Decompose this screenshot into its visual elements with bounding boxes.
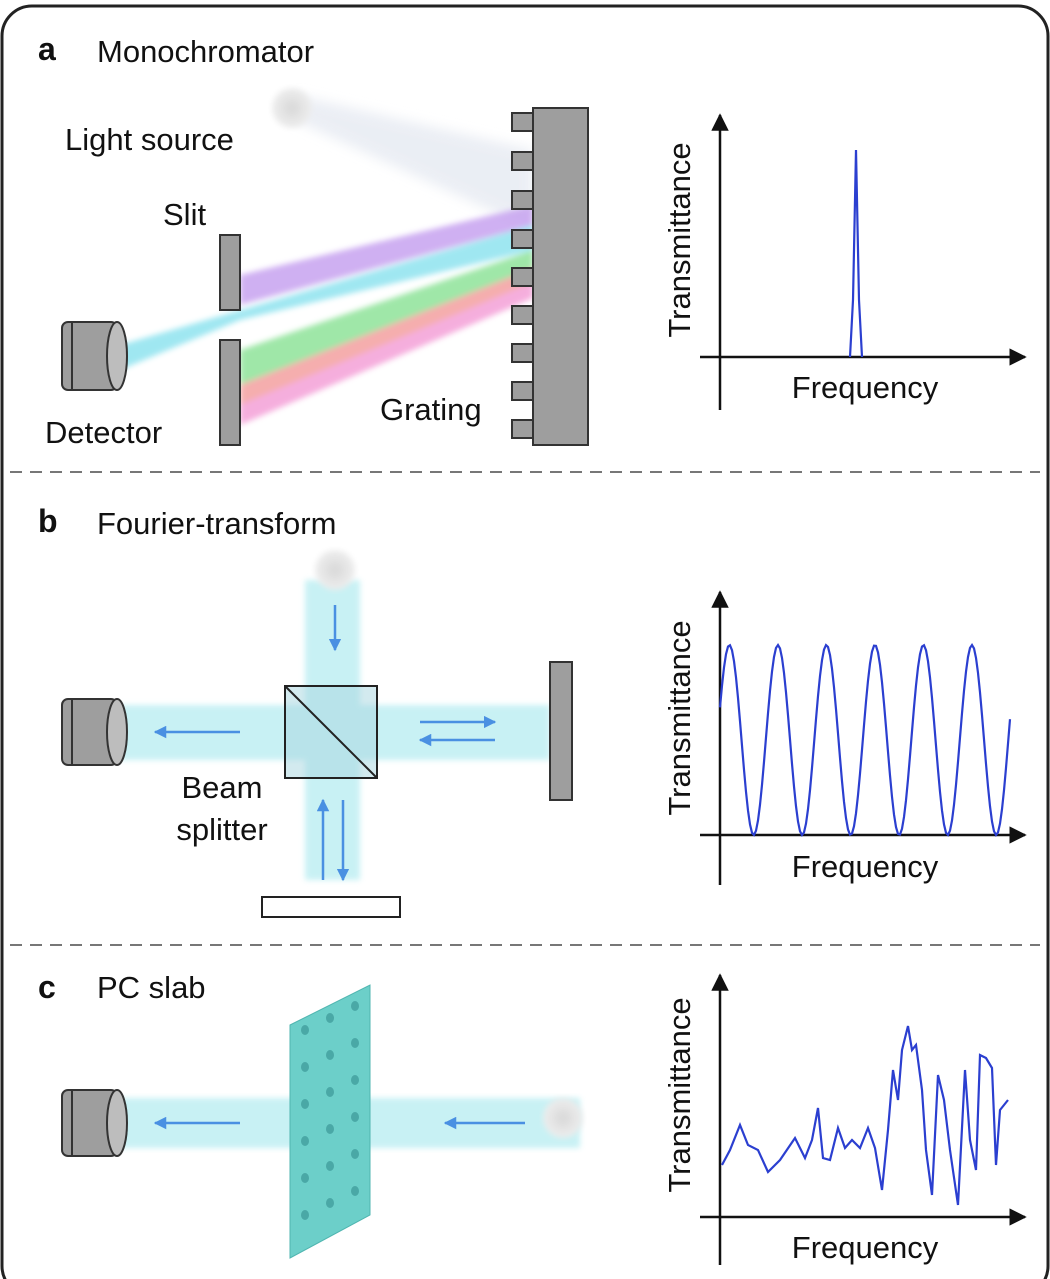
- hole: [351, 1149, 359, 1159]
- hole: [301, 1136, 309, 1146]
- mirror: [550, 662, 572, 800]
- y-axis-label: Transmittance: [662, 620, 697, 815]
- hole: [301, 1173, 309, 1183]
- label: Detector: [45, 415, 162, 450]
- hole: [351, 1186, 359, 1196]
- diagram: a Monochromator Light source Slit Detect…: [0, 0, 1050, 1279]
- hole: [351, 1038, 359, 1048]
- label: Grating: [380, 392, 482, 427]
- hole: [326, 1013, 334, 1023]
- hole: [301, 1025, 309, 1035]
- hole: [326, 1198, 334, 1208]
- mirror: [262, 897, 400, 917]
- hole: [326, 1050, 334, 1060]
- slit: [220, 235, 240, 310]
- y-axis-label: Transmittance: [662, 142, 697, 337]
- slit: [220, 340, 240, 445]
- hole: [351, 1075, 359, 1085]
- hole: [301, 1062, 309, 1072]
- x-axis-label: Frequency: [792, 370, 939, 405]
- label: Beam: [182, 770, 263, 805]
- x-axis-label: Frequency: [792, 1230, 939, 1265]
- light-source: [315, 550, 355, 590]
- label: Light source: [65, 122, 234, 157]
- grating: [512, 108, 588, 445]
- hole: [326, 1161, 334, 1171]
- hole: [301, 1099, 309, 1109]
- label: splitter: [176, 812, 267, 847]
- panel-title: Monochromator: [97, 34, 314, 69]
- hole: [326, 1087, 334, 1097]
- hole: [326, 1124, 334, 1134]
- y-axis-label: Transmittance: [662, 997, 697, 1192]
- panel-letter: a: [38, 31, 56, 67]
- panel-letter: b: [38, 503, 58, 539]
- hole: [301, 1210, 309, 1220]
- light-source: [272, 88, 312, 128]
- hole: [351, 1112, 359, 1122]
- panel-title: PC slab: [97, 970, 206, 1005]
- label: Slit: [163, 197, 206, 232]
- panel-letter: c: [38, 969, 56, 1005]
- detector: [62, 699, 127, 765]
- panel-title: Fourier-transform: [97, 506, 336, 541]
- detector: [62, 1090, 127, 1156]
- hole: [351, 1001, 359, 1011]
- light-source: [543, 1098, 583, 1138]
- detector: [62, 322, 127, 390]
- x-axis-label: Frequency: [792, 849, 939, 884]
